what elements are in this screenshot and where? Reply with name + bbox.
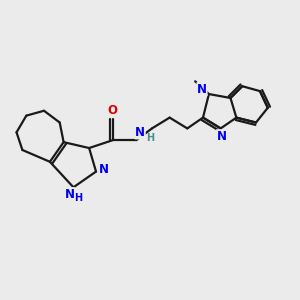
Text: N: N [64, 188, 74, 201]
Text: N: N [99, 163, 109, 176]
Text: O: O [108, 104, 118, 117]
Text: N: N [197, 82, 207, 96]
Text: H: H [74, 193, 83, 203]
Text: N: N [217, 130, 226, 143]
Text: N: N [135, 126, 145, 139]
Text: H: H [146, 133, 154, 143]
